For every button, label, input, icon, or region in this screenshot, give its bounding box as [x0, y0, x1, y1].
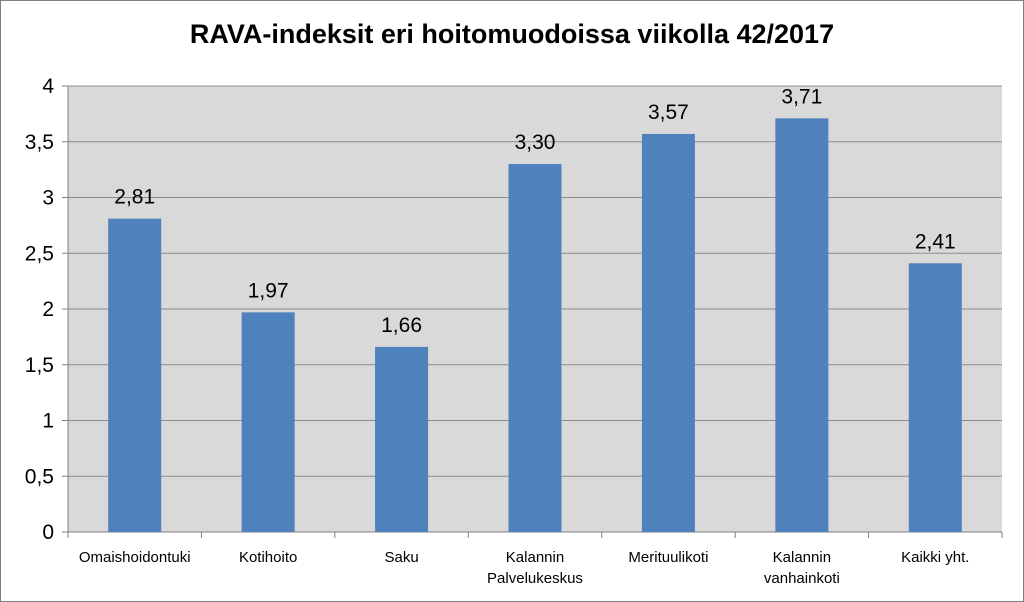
y-tick-label: 1	[42, 410, 54, 433]
data-label: 1,97	[248, 279, 289, 302]
y-tick-label: 3,5	[25, 131, 54, 154]
y-tick-label: 2	[42, 298, 54, 321]
bar	[508, 164, 562, 533]
y-tick-label: 0	[42, 521, 54, 544]
labels: 0 0,5 1 1,5 2 2,5 3 3,5 4 2,81 Omaishoidontuki 1,97…	[25, 75, 970, 587]
y-tick-label: 4	[42, 75, 54, 98]
x-tick-label: Palvelukeskus	[487, 570, 583, 587]
x-tick-label: Kalannin	[506, 549, 564, 566]
y-tick-label: 0,5	[25, 465, 54, 488]
x-tick-label: Merituulikoti	[628, 549, 708, 566]
bar	[108, 218, 162, 532]
bar	[908, 263, 962, 532]
data-label: 1,66	[381, 314, 422, 337]
data-label: 3,57	[648, 101, 689, 124]
y-tick-label: 1,5	[25, 354, 54, 377]
bar	[375, 346, 429, 532]
bars	[108, 118, 962, 533]
x-tick-label: Kalannin	[773, 549, 831, 566]
bar	[241, 312, 295, 532]
bar	[775, 118, 829, 533]
bar	[641, 133, 695, 532]
x-tick-label: Saku	[384, 549, 418, 566]
y-tick-label: 3	[42, 187, 54, 210]
x-tick-label: vanhainkoti	[764, 570, 840, 587]
data-label: 2,81	[114, 186, 155, 209]
chart-title: RAVA-indeksit eri hoitomuodoissa viikoll…	[189, 19, 835, 49]
x-tick-label: Kaikki yht.	[901, 549, 969, 566]
x-tick-label: Omaishoidontuki	[79, 549, 191, 566]
x-tick-label: Kotihoito	[239, 549, 297, 566]
y-tick-label: 2,5	[25, 242, 54, 265]
data-label: 3,30	[515, 131, 556, 154]
data-label: 2,41	[915, 230, 956, 253]
data-label: 3,71	[781, 85, 822, 108]
